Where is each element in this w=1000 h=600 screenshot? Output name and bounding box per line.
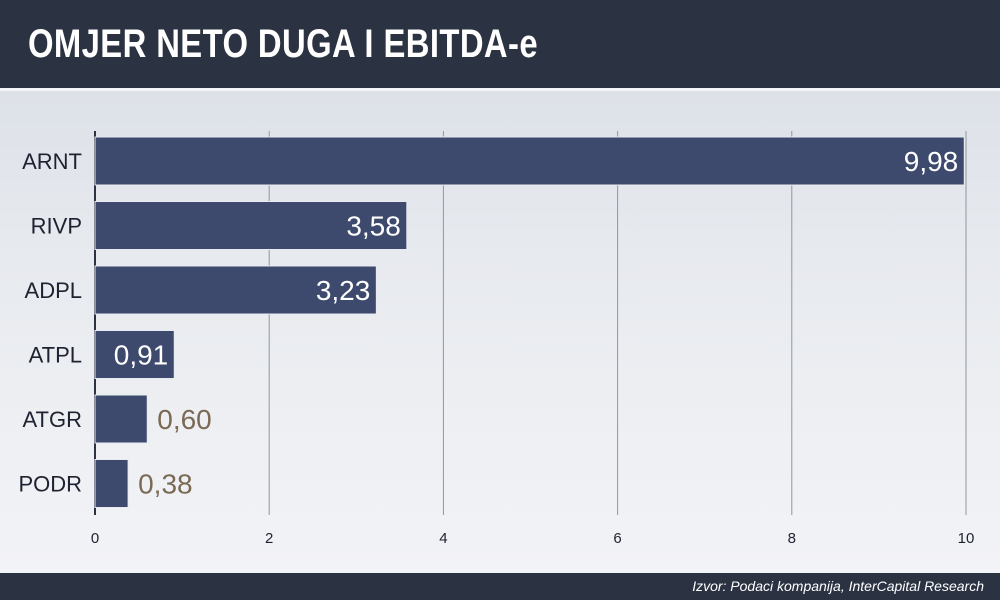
- source-note: Izvor: Podaci kompanija, InterCapital Re…: [692, 578, 984, 594]
- bar: [94, 136, 965, 186]
- x-tick-label: 0: [91, 530, 99, 547]
- data-label: 3,23: [316, 275, 371, 306]
- x-tick-label: 10: [958, 530, 975, 547]
- data-label: 3,58: [346, 211, 401, 242]
- data-label: 9,98: [904, 146, 959, 177]
- bar: [94, 394, 148, 444]
- bar: [94, 201, 408, 250]
- data-label: 0,38: [138, 469, 193, 500]
- category-label: ATPL: [29, 343, 82, 368]
- chart-title: OMJER NETO DUGA I EBITDA-e: [28, 22, 539, 66]
- data-label: 0,91: [114, 340, 169, 371]
- x-tick-label: 2: [265, 530, 273, 547]
- category-label: ARNT: [22, 149, 82, 174]
- footer-bar: Izvor: Podaci kompanija, InterCapital Re…: [0, 573, 1000, 600]
- category-label: RIVP: [31, 214, 82, 239]
- x-tick-label: 4: [439, 530, 447, 547]
- chart-area: 0 2 4 6 8 10 ARNT 9,98 RIVP 3,58 ADPL 3,23 ATPL 0,91 A…: [0, 91, 1000, 573]
- bar: [94, 265, 377, 315]
- bar-chart: 0 2 4 6 8 10 ARNT 9,98 RIVP 3,58 ADPL 3,23 ATPL 0,91 A…: [18, 131, 975, 547]
- category-label: PODR: [18, 472, 82, 497]
- category-label: ADPL: [25, 278, 82, 303]
- bar: [94, 459, 129, 508]
- x-tick-label: 8: [788, 530, 796, 547]
- bar: [94, 330, 175, 379]
- x-tick-label: 6: [613, 530, 621, 547]
- category-label: ATGR: [23, 407, 82, 432]
- data-label: 0,60: [157, 404, 212, 435]
- header-bar: OMJER NETO DUGA I EBITDA-e: [0, 0, 1000, 91]
